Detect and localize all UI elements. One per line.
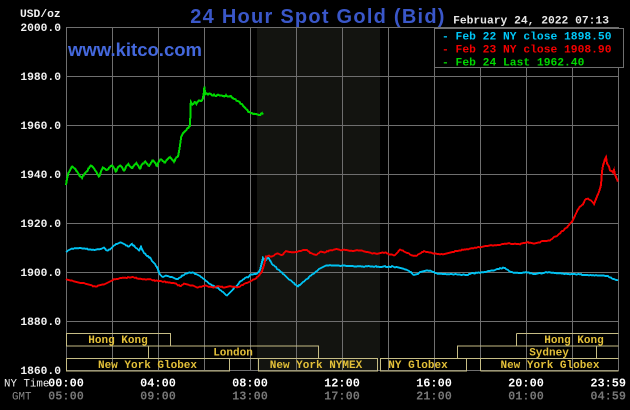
svg-text:1940.0: 1940.0 — [20, 170, 61, 182]
svg-text:2000.0: 2000.0 — [20, 23, 61, 35]
svg-text:24 Hour Spot Gold (Bid): 24 Hour Spot Gold (Bid) — [190, 6, 445, 28]
svg-text:London: London — [213, 348, 253, 360]
svg-text:New York Globex: New York Globex — [500, 360, 599, 372]
svg-text:1980.0: 1980.0 — [20, 72, 61, 84]
svg-text:NY Globex: NY Globex — [388, 360, 448, 372]
svg-text:New York NYMEX: New York NYMEX — [270, 360, 363, 372]
svg-text:- Feb 22 NY close 1898.50: - Feb 22 NY close 1898.50 — [442, 32, 612, 44]
svg-text:1900.0: 1900.0 — [20, 268, 61, 280]
svg-text:Sydney: Sydney — [529, 348, 569, 360]
svg-text:05:00: 05:00 — [48, 389, 84, 403]
svg-text:01:00: 01:00 — [508, 389, 544, 403]
svg-text:- Feb 24 Last 1962.40: - Feb 24 Last 1962.40 — [442, 58, 585, 70]
svg-text:16:00: 16:00 — [416, 376, 452, 390]
svg-text:Hong Kong: Hong Kong — [88, 335, 147, 347]
svg-text:04:00: 04:00 — [140, 376, 176, 390]
svg-text:08:00: 08:00 — [232, 376, 268, 390]
svg-text:1920.0: 1920.0 — [20, 219, 61, 231]
svg-text:21:00: 21:00 — [416, 389, 452, 403]
svg-text:www.kitco.com: www.kitco.com — [67, 39, 202, 60]
svg-text:00:00: 00:00 — [48, 376, 84, 390]
svg-text:13:00: 13:00 — [232, 389, 268, 403]
svg-text:NY Time: NY Time — [4, 378, 49, 390]
svg-text:17:00: 17:00 — [324, 389, 360, 403]
svg-text:09:00: 09:00 — [140, 389, 176, 403]
svg-text:23:59: 23:59 — [590, 376, 626, 390]
svg-text:Hong Kong: Hong Kong — [544, 335, 603, 347]
svg-text:1880.0: 1880.0 — [20, 317, 61, 329]
svg-text:New York Globex: New York Globex — [98, 360, 197, 372]
svg-text:GMT: GMT — [12, 391, 32, 403]
svg-text:- Feb 23 NY close 1908.90: - Feb 23 NY close 1908.90 — [442, 45, 612, 57]
svg-text:1860.0: 1860.0 — [20, 366, 61, 378]
svg-text:1960.0: 1960.0 — [20, 121, 61, 133]
svg-text:USD/oz: USD/oz — [20, 9, 61, 21]
svg-text:12:00: 12:00 — [324, 376, 360, 390]
svg-text:February 24, 2022 07:13: February 24, 2022 07:13 — [453, 15, 609, 27]
svg-text:20:00: 20:00 — [508, 376, 544, 390]
svg-text:04:59: 04:59 — [590, 389, 626, 403]
